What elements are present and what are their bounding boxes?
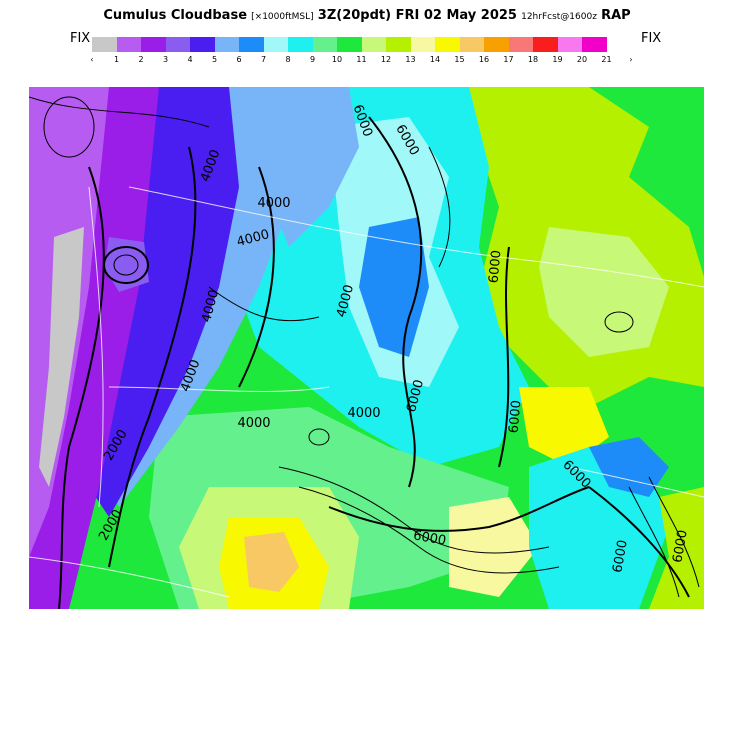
region-yellow-east [519, 387, 609, 467]
color-swatch [116, 37, 141, 52]
color-swatch [239, 37, 264, 52]
region-lightgreen-east [539, 227, 669, 357]
color-swatch [484, 37, 509, 52]
color-scale-tick-label: 8 [285, 55, 291, 64]
color-swatch [582, 37, 607, 52]
color-swatch [386, 37, 411, 52]
color-scale-tick-label: 21 [601, 55, 612, 64]
color-scale-tick-label: 20 [576, 55, 588, 64]
color-scale-tick-label: 15 [454, 55, 465, 64]
region-gray-coast [39, 227, 84, 487]
contour-label: 6000 [507, 400, 525, 434]
color-swatch [410, 37, 435, 52]
color-scale-tick-label: 11 [356, 55, 367, 64]
title-valid-time: 3Z(20pdt) FRI 02 May 2025 [317, 8, 517, 23]
region-orange-south [244, 532, 299, 592]
color-swatch [337, 37, 362, 52]
title-model: RAP [601, 8, 631, 23]
contour-label: 6000 [610, 539, 631, 574]
color-swatch [361, 37, 386, 52]
title-product: Cumulus Cloudbase [103, 8, 248, 23]
color-scale-tick-label: 18 [527, 55, 539, 64]
contour-label: 6000 [412, 528, 447, 549]
color-scale-tick-label: 13 [405, 55, 416, 64]
color-scale-tick-label: 3 [162, 55, 169, 64]
color-swatch [435, 37, 460, 52]
contour-label: 4000 [237, 416, 270, 431]
color-swatch [263, 37, 288, 52]
legend-fix-right: FIX [641, 31, 662, 46]
contour-label: 6000 [487, 250, 505, 284]
color-scale-tick-label: 19 [552, 55, 563, 64]
cloudbase-map: 4000 4000 6000 4000 6000 4000 2000 4000 2000 4000… [29, 87, 704, 609]
color-scale-tick-label: 4 [187, 55, 193, 64]
chart-title: Cumulus Cloudbase [×1000ftMSL] 3Z(20pdt)… [0, 8, 734, 23]
legend-fix-left: FIX [70, 31, 91, 46]
color-scale-tick-label: 12 [380, 55, 392, 64]
map-canvas: 4000400060004000600040002000400020004000… [29, 87, 704, 609]
contour-label: 4000 [257, 196, 290, 211]
color-swatch [288, 37, 313, 52]
color-swatch [557, 37, 582, 52]
color-scale-tick-label: 16 [478, 55, 490, 64]
title-units: [×1000ftMSL] [251, 12, 314, 22]
color-scale-tick-label: ‹ [90, 55, 94, 64]
color-swatch [141, 37, 166, 52]
color-swatch [312, 37, 337, 52]
color-scale-tick-label: 5 [211, 55, 218, 64]
color-scale-tick-label: 9 [309, 55, 316, 64]
region-green-southeast [649, 487, 704, 609]
contour-label: 6000 [670, 529, 691, 564]
color-swatch [214, 37, 239, 52]
color-scale-bar [92, 37, 607, 52]
color-scale-tick-label: 14 [429, 55, 441, 64]
color-scale-tick-label: 1 [113, 55, 120, 64]
color-scale-ticks: ‹ 1 2 3 4 5 6 7 8 9 10 11 12 13 14 15 16 17 18 19 20 21 › [80, 55, 660, 67]
color-scale-tick-label: › [629, 55, 633, 64]
color-scale-tick-label: 7 [260, 55, 267, 64]
region-indigo-west [89, 87, 239, 517]
color-scale-tick-label: 6 [236, 55, 242, 64]
color-swatch [459, 37, 484, 52]
contour-lines [29, 96, 700, 609]
region-bluelight-central [269, 87, 359, 247]
border-lines [29, 186, 704, 598]
color-scale-tick-label: 17 [503, 55, 514, 64]
region-blue-southeast [589, 437, 669, 497]
color-scale-tick-label: 10 [331, 55, 343, 64]
contour-label: 4000 [347, 406, 380, 421]
color-swatch [92, 37, 117, 52]
color-swatch [190, 37, 215, 52]
region-blue-central [359, 217, 429, 357]
color-scale-tick-label: 2 [138, 55, 144, 64]
region-yellow-southeast [449, 497, 539, 597]
color-swatch [165, 37, 190, 52]
title-forecast: 12hrFcst@1600z [521, 12, 597, 22]
color-swatch [533, 37, 558, 52]
color-swatch [508, 37, 533, 52]
